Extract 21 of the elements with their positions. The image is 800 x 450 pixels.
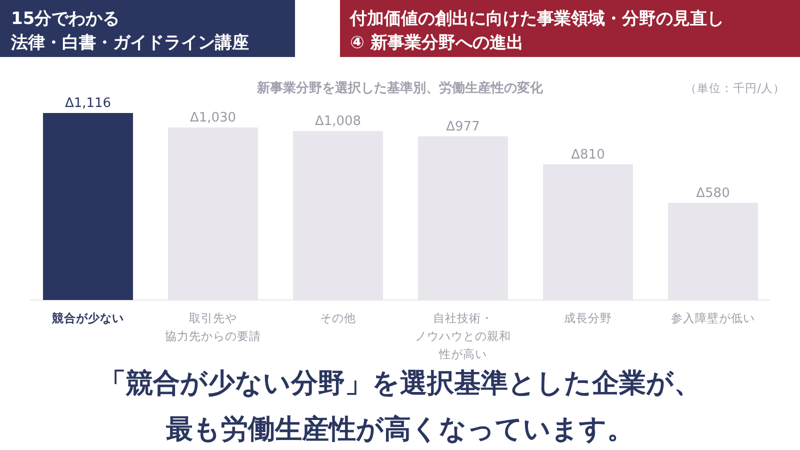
x-tick-label: 参入障壁が低い [671, 311, 755, 325]
data-label: Δ1,008 [314, 114, 362, 130]
bar [43, 113, 133, 300]
x-tick-label: 自社技術・ノウハウとの親和性が高い [415, 311, 511, 361]
text: 最も労働生産性が高くなっています。 [165, 414, 634, 445]
x-tick-label: 競合が少ない [51, 311, 124, 325]
chart-title: 新事業分野を選択した基準別、労働生産性の変化 [256, 80, 544, 96]
x-tick-label: 成長分野 [564, 311, 612, 325]
data-label: Δ810 [571, 147, 605, 162]
text: 15分でわかる [11, 9, 120, 29]
text: （単位：千円/人） [685, 81, 785, 95]
data-label: Δ1,030 [190, 110, 236, 126]
text: ④ 新事業分野への進出 [350, 33, 524, 53]
text: 法律・白書・ガイドライン講座 [10, 33, 249, 53]
data-label: Δ977 [446, 119, 480, 134]
text: 付加価値の創出に向けた事業領域・分野の見直し [349, 9, 724, 29]
text: 「競合が少ない分野」を選択基準とした企業が、 [99, 368, 701, 399]
x-tick-label: その他 [320, 311, 356, 325]
x-tick-label: 取引先や協力先からの要請 [165, 311, 261, 343]
data-label: Δ580 [696, 186, 730, 201]
data-label: Δ1,116 [64, 96, 112, 111]
